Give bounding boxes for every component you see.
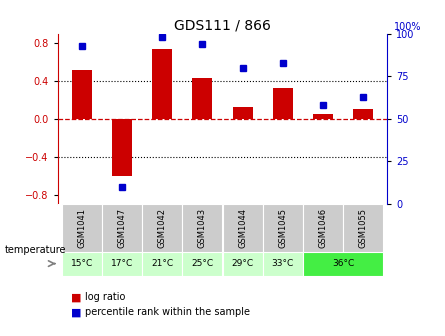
Bar <box>222 204 263 252</box>
Bar <box>303 204 343 252</box>
Text: 33°C: 33°C <box>271 259 294 268</box>
Bar <box>222 252 263 276</box>
Text: ■: ■ <box>71 307 82 318</box>
Bar <box>62 204 102 252</box>
Text: GSM1045: GSM1045 <box>278 208 287 248</box>
Text: GSM1055: GSM1055 <box>359 208 368 248</box>
Text: 15°C: 15°C <box>71 259 93 268</box>
Text: GSM1041: GSM1041 <box>77 208 86 248</box>
Text: 25°C: 25°C <box>191 259 214 268</box>
Text: GSM1043: GSM1043 <box>198 208 207 248</box>
Text: 29°C: 29°C <box>231 259 254 268</box>
Bar <box>62 252 102 276</box>
Bar <box>303 252 383 276</box>
Bar <box>263 252 303 276</box>
Text: GSM1046: GSM1046 <box>318 208 328 248</box>
Bar <box>102 252 142 276</box>
Bar <box>313 114 333 119</box>
Bar <box>233 108 253 119</box>
Bar <box>72 70 92 119</box>
Text: log ratio: log ratio <box>85 292 125 302</box>
Text: 100%: 100% <box>394 22 421 32</box>
Bar <box>192 78 212 119</box>
Text: 17°C: 17°C <box>111 259 133 268</box>
Text: temperature: temperature <box>4 245 66 255</box>
Bar <box>182 204 222 252</box>
Bar <box>343 204 383 252</box>
Text: ■: ■ <box>71 292 82 302</box>
Bar <box>112 119 132 176</box>
Bar <box>273 88 293 119</box>
Bar <box>102 204 142 252</box>
Title: GDS111 / 866: GDS111 / 866 <box>174 18 271 33</box>
Bar <box>152 49 172 119</box>
Bar <box>182 252 222 276</box>
Bar <box>142 252 182 276</box>
Text: percentile rank within the sample: percentile rank within the sample <box>85 307 250 318</box>
Bar <box>353 109 373 119</box>
Text: 21°C: 21°C <box>151 259 173 268</box>
Text: GSM1047: GSM1047 <box>117 208 127 248</box>
Bar <box>263 204 303 252</box>
Text: 36°C: 36°C <box>332 259 354 268</box>
Text: GSM1042: GSM1042 <box>158 208 167 248</box>
Bar <box>142 204 182 252</box>
Text: GSM1044: GSM1044 <box>238 208 247 248</box>
